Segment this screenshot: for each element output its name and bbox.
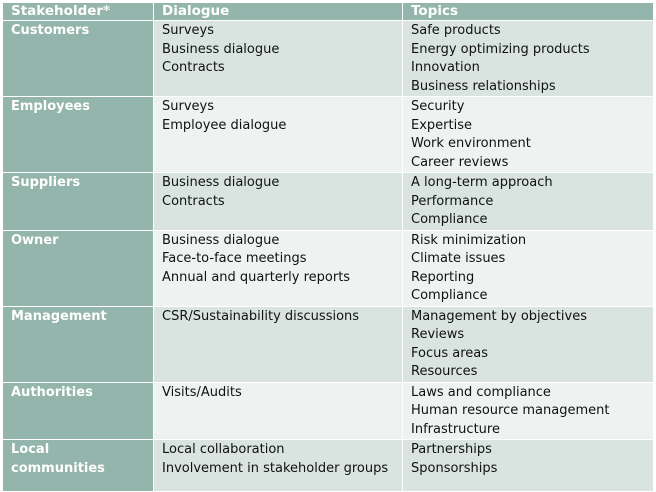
dialogue-cell-line: Contracts bbox=[162, 60, 225, 75]
topics-cell-line: Expertise bbox=[411, 117, 472, 133]
table-row: Owner Business dialogue Face-to-face meeti… bbox=[2, 229, 654, 307]
table-row: Management CSR/Sustainability discussions… bbox=[2, 305, 654, 383]
stakeholder-cell-line: Employees bbox=[11, 99, 90, 114]
topics-cell-line: Focus areas bbox=[411, 345, 489, 361]
dialogue-cell-line: Employee dialogue bbox=[162, 117, 287, 133]
topics-cell-line: Safe products bbox=[411, 23, 501, 38]
topics-cell: Security Expertise Work environment Career … bbox=[402, 96, 654, 173]
topics-cell-line: Climate issues bbox=[411, 251, 506, 266]
table-row: Suppliers Business dialogue Contracts A lon… bbox=[2, 172, 654, 231]
stakeholder-cell-line: Suppliers bbox=[11, 175, 81, 190]
stakeholder-cell: Authorities bbox=[2, 381, 154, 440]
topics-cell-line: Career reviews bbox=[411, 154, 509, 170]
topics-cell-line: Energy optimizing products bbox=[411, 41, 590, 57]
stakeholder-cell-line: Local bbox=[11, 442, 50, 457]
table-row: Local communities Local collaboration Invol… bbox=[2, 439, 654, 492]
topics-cell-line: Sponsorships bbox=[411, 460, 498, 476]
topics-cell: Risk minimization Climate issues Reporting… bbox=[402, 229, 654, 307]
topics-cell: Laws and compliance Human resource manage… bbox=[402, 381, 654, 440]
dialogue-cell: Visits/Audits bbox=[153, 381, 403, 440]
topics-cell-line: Security bbox=[411, 99, 465, 114]
topics-cell: Management by objectives Reviews Focus are… bbox=[402, 305, 654, 383]
header-stakeholder: Stakeholder* bbox=[2, 2, 154, 21]
stakeholder-cell: Local communities bbox=[2, 439, 154, 492]
dialogue-cell-line: Face-to-face meetings bbox=[162, 251, 307, 266]
topics-cell: Safe products Energy optimizing products I… bbox=[402, 20, 654, 97]
stakeholder-cell-line: Owner bbox=[11, 232, 59, 248]
dialogue-cell-line: Local collaboration bbox=[162, 442, 285, 457]
dialogue-cell: Surveys Business dialogue Contracts bbox=[153, 20, 403, 97]
dialogue-cell-line: Surveys bbox=[162, 23, 214, 38]
topics-cell-line: Reporting bbox=[411, 269, 475, 285]
table-row: Authorities Visits/Audits Laws and complia… bbox=[2, 381, 654, 440]
stakeholder-cell: Customers bbox=[2, 20, 154, 97]
topics-cell-line: Innovation bbox=[411, 60, 480, 75]
topics-cell-line: Risk minimization bbox=[411, 232, 527, 248]
stakeholder-cell-line: communities bbox=[11, 460, 105, 476]
topics-cell-line: Infrastructure bbox=[411, 421, 500, 437]
dialogue-cell-line: Business dialogue bbox=[162, 175, 280, 190]
stakeholder-cell-line: Management bbox=[11, 308, 107, 324]
topics-cell-line: Resources bbox=[411, 364, 478, 379]
topics-cell-line: Laws and compliance bbox=[411, 384, 551, 400]
dialogue-cell-line: CSR/Sustainability discussions bbox=[162, 308, 360, 324]
topics-cell-line: Partnerships bbox=[411, 442, 492, 457]
stakeholder-cell: Suppliers bbox=[2, 172, 154, 231]
stakeholder-cell: Management bbox=[2, 305, 154, 383]
dialogue-cell: Business dialogue Contracts bbox=[153, 172, 403, 231]
table-row: Customers Surveys Business dialogue Contrac… bbox=[2, 20, 654, 97]
dialogue-cell: Surveys Employee dialogue bbox=[153, 96, 403, 173]
topics-cell-line: Human resource management bbox=[411, 403, 610, 418]
topics-cell-line: Compliance bbox=[411, 288, 488, 303]
topics-cell-line: A long-term approach bbox=[411, 175, 553, 190]
header-dialogue: Dialogue bbox=[153, 2, 403, 21]
stakeholder-cell: Employees bbox=[2, 96, 154, 173]
dialogue-cell: CSR/Sustainability discussions bbox=[153, 305, 403, 383]
dialogue-cell: Business dialogue Face-to-face meetings An… bbox=[153, 229, 403, 307]
stakeholder-cell: Owner bbox=[2, 229, 154, 307]
dialogue-cell-line: Surveys bbox=[162, 99, 214, 114]
topics-cell: Partnerships Sponsorships bbox=[402, 439, 654, 492]
stakeholder-cell-line: Authorities bbox=[11, 384, 93, 400]
dialogue-cell-line: Involvement in stakeholder groups bbox=[162, 460, 389, 476]
topics-cell: A long-term approach Performance Complianc… bbox=[402, 172, 654, 231]
topics-cell-line: Management by objectives bbox=[411, 308, 587, 324]
dialogue-cell-line: Business dialogue bbox=[162, 232, 280, 248]
header-row: Stakeholder* Dialogue Topics bbox=[2, 2, 654, 21]
dialogue-cell-line: Visits/Audits bbox=[162, 384, 242, 400]
topics-cell-line: Compliance bbox=[411, 212, 488, 227]
table-body: Customers Surveys Business dialogue Contrac… bbox=[2, 20, 654, 492]
topics-cell-line: Business relationships bbox=[411, 78, 556, 94]
dialogue-cell-line: Annual and quarterly reports bbox=[162, 269, 351, 285]
topics-cell-line: Reviews bbox=[411, 327, 465, 342]
dialogue-cell-line: Business dialogue bbox=[162, 41, 280, 57]
topics-cell-line: Performance bbox=[411, 193, 494, 209]
dialogue-cell-line: Contracts bbox=[162, 193, 225, 209]
stakeholder-cell-line: Customers bbox=[11, 23, 90, 38]
topics-cell-line: Work environment bbox=[411, 136, 531, 151]
header-topics: Topics bbox=[402, 2, 654, 21]
table-row: Employees Surveys Employee dialogue Securit… bbox=[2, 96, 654, 173]
dialogue-cell: Local collaboration Involvement in stakeh… bbox=[153, 439, 403, 492]
